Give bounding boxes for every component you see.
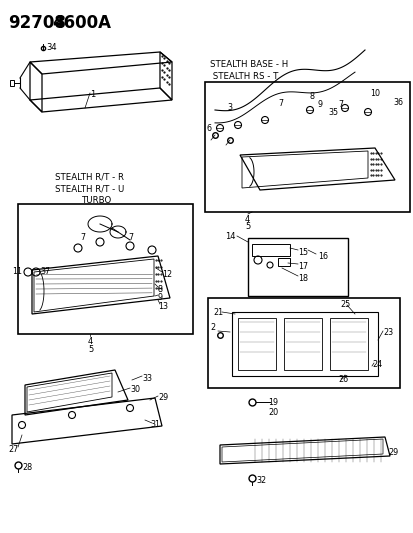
Bar	[207, 298, 399, 388]
Text: 32: 32	[255, 476, 266, 485]
Bar	[237, 318, 275, 370]
Text: 27: 27	[8, 445, 18, 454]
Bar	[247, 238, 347, 296]
Text: 10: 10	[369, 88, 379, 98]
Text: STEALTH BASE - H: STEALTH BASE - H	[209, 60, 287, 69]
Text: 15: 15	[297, 248, 307, 257]
Text: 7: 7	[80, 233, 85, 242]
Text: 31: 31	[150, 420, 159, 429]
Text: 23: 23	[382, 328, 392, 337]
Text: 37: 37	[40, 268, 50, 277]
Text: STEALTH R/T - U: STEALTH R/T - U	[55, 184, 124, 193]
Text: 19: 19	[267, 398, 278, 407]
Text: 26: 26	[337, 375, 347, 384]
Text: 6: 6	[206, 124, 211, 133]
Text: 9: 9	[158, 293, 163, 302]
Text: 4: 4	[244, 215, 249, 224]
Text: 20: 20	[267, 408, 278, 417]
Text: 4: 4	[88, 337, 93, 346]
Text: 36: 36	[392, 98, 402, 107]
Text: 21: 21	[212, 308, 223, 317]
Text: 30: 30	[130, 385, 140, 394]
Text: 92708: 92708	[8, 14, 66, 32]
Text: 17: 17	[297, 262, 307, 271]
Text: 34: 34	[46, 43, 57, 52]
Text: STEALTH RS - T: STEALTH RS - T	[209, 72, 278, 81]
Text: 5: 5	[244, 222, 249, 231]
Text: 5: 5	[88, 345, 93, 354]
Text: 11: 11	[12, 268, 22, 277]
Bar	[329, 318, 367, 370]
Text: 4600A: 4600A	[52, 14, 111, 32]
Text: 35: 35	[327, 108, 337, 117]
Text: 1: 1	[90, 90, 95, 99]
Text: 14: 14	[224, 232, 235, 241]
Text: 9: 9	[317, 100, 322, 109]
Bar	[18, 204, 192, 334]
Text: 13: 13	[158, 302, 168, 311]
Text: 12: 12	[161, 270, 172, 279]
Text: 8: 8	[158, 285, 163, 294]
Bar	[204, 82, 409, 212]
Text: 16: 16	[317, 252, 327, 261]
Text: 7: 7	[128, 233, 133, 242]
Text: 25: 25	[339, 300, 349, 309]
Text: 29: 29	[158, 393, 168, 402]
Bar	[283, 318, 321, 370]
Text: 7: 7	[277, 99, 282, 108]
Text: 8: 8	[309, 92, 314, 101]
Text: 2: 2	[209, 324, 215, 333]
Text: 3: 3	[226, 102, 231, 111]
Text: 24: 24	[371, 360, 381, 369]
Text: 29: 29	[387, 448, 397, 457]
Text: 7: 7	[337, 100, 342, 109]
Text: 18: 18	[297, 274, 307, 283]
Bar	[277, 258, 289, 266]
Text: 33: 33	[142, 374, 152, 383]
Bar	[10, 80, 14, 86]
Text: TURBO: TURBO	[82, 196, 112, 205]
Text: STEALTH R/T - R: STEALTH R/T - R	[55, 172, 124, 181]
Text: 28: 28	[22, 464, 32, 472]
